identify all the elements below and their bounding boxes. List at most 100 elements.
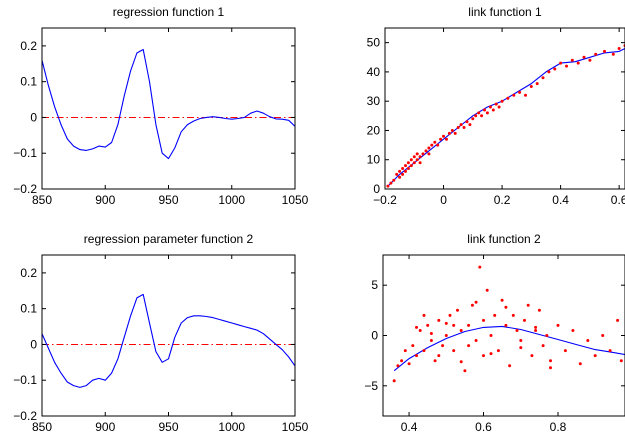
data-point	[489, 334, 493, 337]
y-tick-label: 40	[367, 65, 381, 79]
x-tick-label: 0.4	[552, 193, 569, 207]
data-point	[463, 369, 467, 373]
data-point	[467, 323, 471, 327]
x-tick-label: 0.6	[611, 193, 625, 207]
y-tick-label: 0	[373, 182, 380, 196]
chart-title: regression function 1	[113, 5, 225, 19]
data-point	[603, 49, 606, 53]
data-point	[426, 323, 430, 327]
data-point	[530, 354, 534, 358]
data-point	[482, 318, 485, 322]
y-tick-label: 0.1	[20, 75, 37, 89]
data-point	[500, 99, 504, 103]
y-tick-label: 0.1	[20, 302, 37, 316]
y-tick-label: −0.2	[13, 409, 37, 423]
data-point	[437, 318, 441, 322]
data-point	[541, 76, 545, 80]
data-point	[424, 149, 428, 153]
data-point	[415, 158, 419, 162]
data-point	[549, 366, 552, 370]
data-point	[617, 47, 621, 50]
series-line	[42, 293, 295, 388]
x-tick-label: 950	[158, 193, 178, 207]
data-point	[409, 158, 413, 162]
data-point	[429, 339, 433, 342]
data-point	[450, 129, 454, 132]
data-point	[439, 137, 443, 141]
data-point	[480, 114, 484, 118]
data-point	[445, 137, 448, 141]
data-point	[547, 70, 551, 74]
data-point	[444, 321, 448, 325]
data-point	[515, 329, 519, 332]
data-point	[594, 52, 598, 56]
data-point	[427, 146, 431, 150]
chart-panel-4: link function 2 0.4 0.6 0.8 −5 0 5	[364, 232, 625, 434]
y-tick-label: −0.1	[13, 373, 37, 387]
y-tick-label: −5	[364, 379, 378, 393]
data-point	[518, 90, 522, 94]
data-point	[576, 61, 580, 65]
data-point	[541, 344, 545, 348]
data-point	[500, 298, 504, 302]
chart-panel-3: regression parameter function 2 850 900 950…	[13, 232, 308, 434]
series-line	[42, 48, 295, 160]
data-point	[456, 308, 459, 312]
data-point	[433, 359, 437, 363]
data-point	[559, 61, 563, 65]
data-point	[497, 105, 501, 109]
x-tick-label: 0.8	[550, 420, 567, 434]
chart-panel-1: regression function 1 850 900 950 1000 1050 −0…	[13, 5, 308, 207]
data-point	[398, 175, 402, 179]
plot-area	[392, 265, 625, 383]
x-tick-label: 900	[95, 193, 115, 207]
y-tick-label: −0.2	[13, 182, 37, 196]
data-point	[482, 354, 485, 358]
data-point	[563, 349, 567, 353]
y-tick-label: 0.2	[20, 266, 37, 280]
data-point	[468, 123, 472, 127]
data-point	[418, 155, 422, 159]
data-point	[406, 161, 410, 165]
data-point	[404, 164, 407, 168]
data-point	[608, 349, 612, 353]
y-tick-label: 10	[367, 153, 381, 167]
data-point	[508, 364, 512, 368]
x-tick-label: 850	[32, 193, 52, 207]
data-point	[556, 323, 560, 327]
y-tick-label: 50	[367, 36, 381, 50]
data-point	[459, 123, 463, 127]
y-tick-label: 0	[371, 329, 378, 343]
data-point	[421, 152, 425, 156]
data-point	[459, 329, 463, 332]
data-point	[418, 329, 422, 332]
data-point	[565, 64, 568, 68]
x-tick-label: 0.2	[494, 193, 511, 207]
data-point	[545, 334, 549, 337]
data-point	[386, 184, 390, 188]
data-point	[453, 131, 457, 135]
data-point	[415, 325, 418, 329]
x-tick-label: 1050	[282, 193, 309, 207]
y-tick-label: 5	[371, 278, 378, 292]
data-point	[415, 354, 418, 358]
data-point	[489, 352, 493, 356]
data-point	[570, 58, 574, 62]
data-point	[471, 117, 475, 121]
data-point	[412, 155, 416, 159]
data-point	[619, 359, 623, 363]
axes-frame	[41, 27, 296, 190]
data-point	[529, 85, 533, 88]
data-point	[519, 346, 523, 350]
data-point	[452, 349, 456, 353]
data-point	[409, 164, 413, 168]
y-tick-label: 0	[30, 337, 37, 351]
data-point	[474, 114, 478, 118]
plot-area	[42, 293, 295, 388]
data-point	[504, 305, 508, 309]
data-point	[412, 161, 416, 165]
data-point	[437, 354, 441, 358]
data-point	[404, 169, 407, 173]
data-point	[427, 152, 431, 156]
